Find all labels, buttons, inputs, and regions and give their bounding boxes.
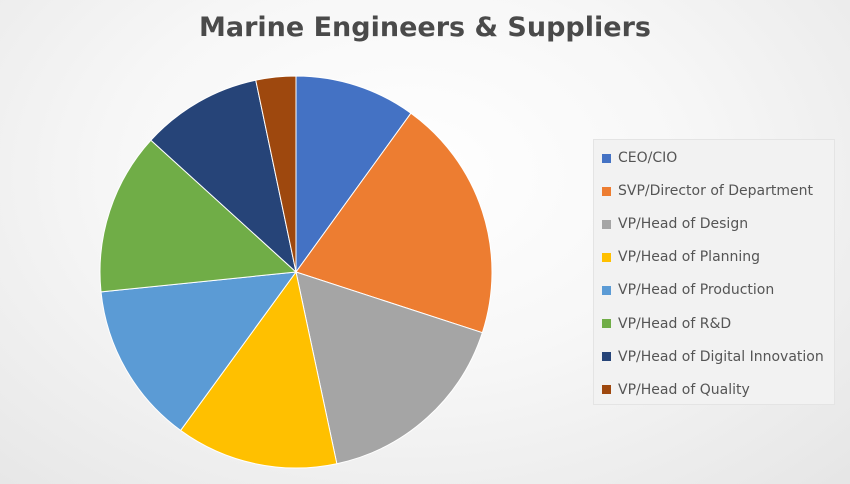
pie-slice — [295, 271, 484, 465]
legend-swatch — [602, 186, 611, 196]
legend-item: VP/Head of Digital Innovation — [602, 347, 824, 367]
legend-swatch — [602, 153, 611, 163]
legend-item: VP/Head of Production — [602, 280, 774, 300]
pie-slice — [100, 271, 298, 432]
legend-label: VP/Head of Digital Innovation — [618, 348, 824, 365]
legend-label: SVP/Director of Department — [618, 183, 813, 200]
pie-slice — [295, 112, 493, 334]
legend-item: VP/Head of R&D — [602, 314, 731, 334]
legend-swatch — [602, 219, 611, 229]
pie-slice — [150, 79, 297, 274]
legend-label: VP/Head of Quality — [618, 381, 750, 398]
legend-label: VP/Head of R&D — [618, 315, 732, 332]
legend-item: CEO/CIO — [602, 148, 677, 168]
legend-swatch — [602, 319, 611, 328]
legend-item: VP/Head of Quality — [602, 380, 750, 400]
pie-slice — [99, 139, 298, 293]
chart-legend: CEO/CIO SVP/Director of Department VP/Head… — [593, 139, 835, 405]
legend-label: VP/Head of Design — [618, 216, 749, 233]
legend-label: VP/Head of Production — [618, 282, 775, 299]
pie-slice — [255, 75, 297, 273]
legend-item: SVP/Director of Department — [602, 181, 813, 201]
legend-swatch — [602, 252, 611, 262]
chart-title: Marine Engineers & Suppliers — [199, 12, 651, 43]
legend-swatch — [602, 352, 611, 362]
legend-swatch — [602, 385, 611, 395]
legend-label: CEO/CIO — [618, 150, 678, 166]
legend-item: VP/Head of Planning — [602, 247, 760, 267]
legend-label: VP/Head of Planning — [618, 249, 761, 266]
pie-slice — [179, 270, 338, 469]
pie-slice — [295, 75, 412, 274]
legend-item: VP/Head of Design — [602, 214, 748, 234]
legend-swatch — [602, 285, 611, 295]
